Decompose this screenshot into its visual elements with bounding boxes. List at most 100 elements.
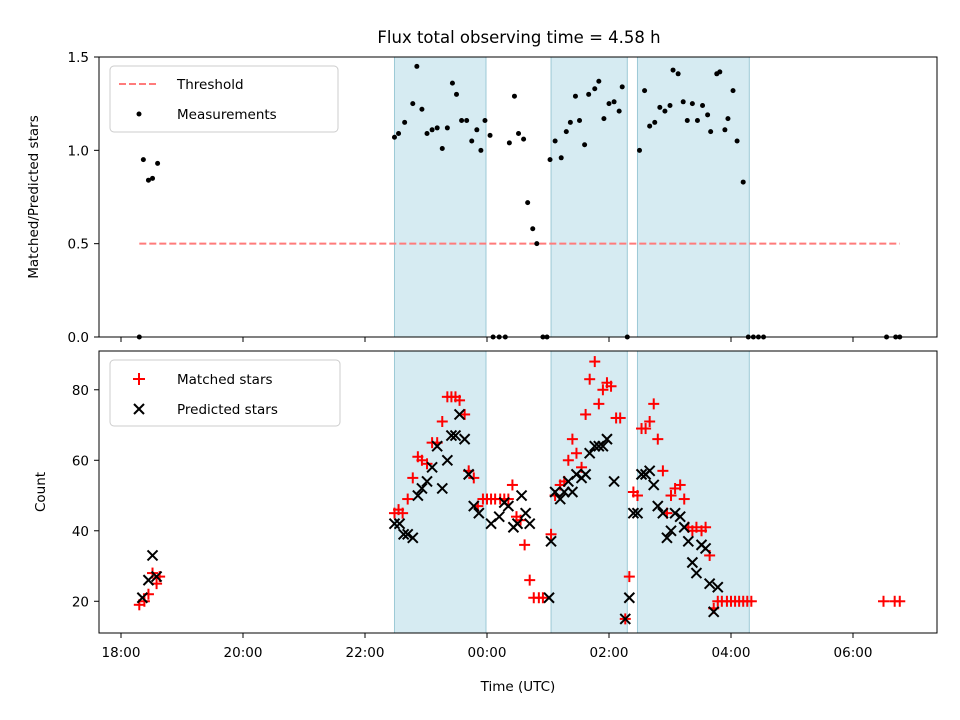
measurement-point [722, 127, 728, 133]
matched-point [562, 454, 574, 466]
count-panel-frame [98, 350, 938, 634]
measurement-point [525, 200, 531, 206]
predicted-point [623, 592, 636, 604]
measurement-point [402, 119, 408, 125]
shaded-region [393, 56, 487, 338]
count-panel-shaded-regions [393, 350, 750, 634]
count-legend-box [109, 359, 341, 427]
measurement-point [601, 116, 607, 122]
measurement-point [145, 177, 151, 183]
predicted-point [142, 574, 155, 586]
count-panel-matched-points [133, 356, 906, 625]
count-x-tick-label: 22:00 [346, 645, 385, 661]
measurement-point [657, 104, 663, 110]
measurement-point [424, 131, 430, 137]
predicted-point [393, 518, 406, 530]
measurement-point [611, 99, 617, 105]
measurement-point [454, 91, 459, 97]
predicted-point [407, 532, 419, 544]
predicted-point [579, 468, 592, 481]
predicted-point [441, 454, 454, 466]
predicted-point [657, 507, 669, 519]
predicted-point [473, 507, 485, 519]
measurement-point [647, 123, 653, 129]
matched-point [402, 493, 414, 505]
predicted-point [543, 592, 555, 604]
predicted-point [566, 486, 579, 498]
predicted-point [549, 486, 561, 498]
ratio-y-tick-label: 0.0 [68, 330, 89, 346]
count-panel-predicted-points [136, 408, 724, 625]
measurement-point [725, 116, 731, 122]
count-y-tick-label: 60 [72, 453, 89, 469]
measurement-point [474, 127, 480, 133]
matched-point [605, 380, 617, 392]
predicted-point [648, 479, 660, 491]
legend-predicted-swatch [133, 403, 145, 415]
ratio-panel-y-ticks: 0.0 0.5 1.0 1.5 [68, 50, 99, 346]
measurement-point [547, 157, 553, 163]
predicted-point [401, 528, 414, 541]
ratio-legend-box [109, 65, 339, 133]
count-panel-x-ticks: 18:00 20:00 22:00 00:00 02:00 04:00 06:00 [102, 633, 872, 661]
ratio-panel-frame [98, 56, 938, 338]
predicted-point [583, 447, 596, 459]
predicted-point [589, 440, 601, 452]
measurement-point [155, 160, 161, 166]
measurement-point [414, 63, 420, 69]
count-y-tick-label: 40 [72, 524, 89, 540]
measurement-point [558, 155, 564, 161]
measurement-point [396, 131, 402, 137]
measurement-point [708, 129, 714, 135]
matched-point [745, 595, 757, 607]
predicted-point [502, 500, 515, 512]
predicted-point [661, 532, 673, 544]
measurement-point [637, 147, 642, 153]
predicted-point [458, 433, 471, 445]
ratio-panel-shaded-regions [393, 56, 750, 338]
predicted-point [493, 510, 505, 523]
shaded-region [550, 350, 628, 634]
measurement-point [586, 91, 592, 97]
predicted-point [150, 570, 163, 583]
measurement-point [444, 125, 450, 131]
measurement-point [680, 99, 686, 105]
predicted-point [416, 482, 428, 495]
predicted-point [635, 468, 648, 481]
measurement-point [482, 117, 488, 123]
measurement-point [410, 101, 416, 107]
legend-matched-swatch [133, 373, 145, 385]
matched-point [597, 384, 609, 396]
matched-point [665, 490, 677, 502]
predicted-point [643, 465, 656, 477]
predicted-point [631, 507, 644, 519]
ratio-panel-points [136, 63, 903, 340]
predicted-point [686, 556, 699, 569]
measurement-point [459, 117, 465, 123]
predicted-point [523, 518, 536, 530]
measurement-point [487, 132, 493, 138]
measurement-point [140, 157, 146, 163]
measurement-point [534, 241, 540, 247]
matched-point [537, 592, 549, 604]
matched-point [468, 472, 480, 484]
ratio-y-tick-label: 1.0 [68, 143, 89, 159]
count-panel: 20 40 60 80 18:00 20:00 22:00 00:00 02:00 04:00 0… [33, 350, 938, 695]
matched-point [407, 472, 419, 484]
measurement-point [689, 101, 695, 107]
predicted-point [412, 489, 424, 502]
matched-point [519, 539, 531, 551]
predicted-point [146, 549, 159, 562]
ratio-panel-y-label: Matched/Predicted stars [26, 115, 42, 278]
measurement-point [521, 136, 527, 142]
predicted-point [619, 613, 631, 625]
ratio-y-tick-label: 0.5 [68, 237, 89, 253]
measurement-point [667, 103, 673, 109]
measurement-point [619, 84, 625, 90]
measurement-point [652, 119, 658, 125]
predicted-point [597, 440, 609, 452]
measurement-point [572, 93, 578, 99]
measurement-point [506, 140, 512, 146]
predicted-point [652, 500, 664, 512]
matched-point [584, 373, 596, 385]
